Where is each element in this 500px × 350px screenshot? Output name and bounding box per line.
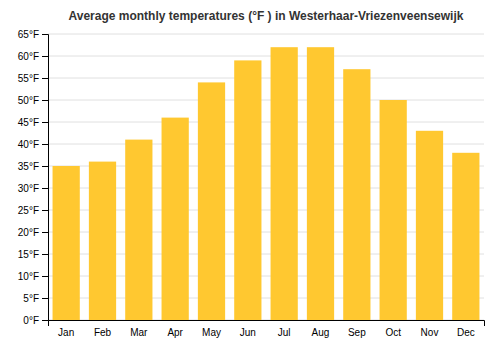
y-tick: 40°F	[18, 139, 48, 150]
grid-line	[48, 56, 484, 57]
grid-line	[48, 78, 484, 79]
x-tick: Aug	[312, 327, 330, 338]
y-tick-mark	[42, 78, 48, 79]
x-tick-label: Jul	[278, 327, 291, 338]
y-tick: 30°F	[18, 183, 48, 194]
y-tick: 50°F	[18, 95, 48, 106]
y-tick: 25°F	[18, 205, 48, 216]
x-tick-label: Jun	[240, 327, 256, 338]
title: Average monthly temperatures (°F ) in We…	[69, 9, 464, 23]
x-tick-label: Feb	[94, 327, 112, 338]
x-tick-label: May	[202, 327, 221, 338]
y-tick-label: 20°F	[18, 227, 39, 238]
y-tick-mark	[42, 320, 48, 321]
x-tick-label: Oct	[385, 327, 401, 338]
plot-area: 0°F 5°F 10°F 15°F 20°F 25°F 30°F 35°F 40°F 45°F 50…	[18, 29, 485, 338]
grid	[48, 34, 484, 320]
bar	[452, 153, 479, 320]
x-axis-line	[49, 321, 485, 327]
y-tick-mark	[42, 166, 48, 167]
bar	[125, 140, 152, 320]
y-tick: 65°F	[18, 29, 48, 40]
x-tick: Apr	[167, 327, 183, 338]
x-tick-label: Apr	[167, 327, 183, 338]
y-tick-mark	[42, 56, 48, 57]
y-tick: 10°F	[18, 271, 48, 282]
y-tick: 55°F	[18, 73, 48, 84]
bar	[234, 60, 261, 320]
bar	[380, 100, 407, 320]
y-tick-label: 35°F	[18, 161, 39, 172]
y-tick-label: 10°F	[18, 271, 39, 282]
x-tick: May	[202, 327, 221, 338]
y-tick-label: 30°F	[18, 183, 39, 194]
y-tick-label: 55°F	[18, 73, 39, 84]
y-tick-mark	[42, 298, 48, 299]
x-tick: Jun	[240, 327, 256, 338]
x-tick-label: Aug	[312, 327, 330, 338]
y-tick: 45°F	[18, 117, 48, 128]
y-axis-line	[42, 35, 49, 321]
grid-line	[48, 100, 484, 101]
y-tick-label: 0°F	[23, 315, 39, 326]
x-tick-label: Dec	[457, 327, 475, 338]
y-tick: 0°F	[23, 315, 48, 326]
y-tick: 35°F	[18, 161, 48, 172]
bar	[89, 162, 116, 320]
y-tick-mark	[42, 144, 48, 145]
y-tick-mark	[42, 210, 48, 211]
y-tick-label: 65°F	[18, 29, 39, 40]
y-tick: 15°F	[18, 249, 48, 260]
x-tick: Nov	[421, 327, 439, 338]
x-axis: Jan Feb Mar Apr May Jun Jul Aug Sep Oct Nov Dec	[49, 321, 485, 339]
bar	[416, 131, 443, 320]
x-tick: Jan	[58, 327, 74, 338]
y-tick-mark	[42, 276, 48, 277]
grid-line	[48, 122, 484, 123]
y-tick-label: 25°F	[18, 205, 39, 216]
chart: 0°F 5°F 10°F 15°F 20°F 25°F 30°F 35°F 40°F 45°F 50…	[0, 0, 500, 350]
y-tick-mark	[42, 34, 48, 35]
grid-line	[48, 34, 484, 35]
y-tick-mark	[42, 254, 48, 255]
x-tick: Feb	[94, 327, 112, 338]
bar	[53, 166, 80, 320]
y-tick: 60°F	[18, 51, 48, 62]
x-tick-label: Nov	[421, 327, 439, 338]
y-tick-label: 5°F	[23, 293, 39, 304]
y-tick-mark	[42, 232, 48, 233]
bar	[343, 69, 370, 320]
y-tick-label: 50°F	[18, 95, 39, 106]
x-tick: Jul	[278, 327, 291, 338]
x-tick: Oct	[385, 327, 401, 338]
y-tick-label: 15°F	[18, 249, 39, 260]
y-tick-label: 60°F	[18, 51, 39, 62]
y-tick-mark	[42, 100, 48, 101]
y-tick-mark	[42, 122, 48, 123]
bars	[53, 47, 480, 320]
y-tick-label: 45°F	[18, 117, 39, 128]
x-tick: Sep	[348, 327, 366, 338]
y-axis: 0°F 5°F 10°F 15°F 20°F 25°F 30°F 35°F 40°F 45°F 50…	[18, 29, 49, 326]
bar	[307, 47, 334, 320]
x-tick: Dec	[457, 327, 475, 338]
y-tick-label: 40°F	[18, 139, 39, 150]
x-tick: Mar	[130, 327, 148, 338]
x-tick-label: Sep	[348, 327, 366, 338]
x-tick-label: Mar	[130, 327, 148, 338]
y-tick-mark	[42, 188, 48, 189]
x-tick-label: Jan	[58, 327, 74, 338]
y-tick: 5°F	[23, 293, 48, 304]
bar	[198, 82, 225, 320]
bar	[162, 118, 189, 320]
bar	[271, 47, 298, 320]
y-tick: 20°F	[18, 227, 48, 238]
